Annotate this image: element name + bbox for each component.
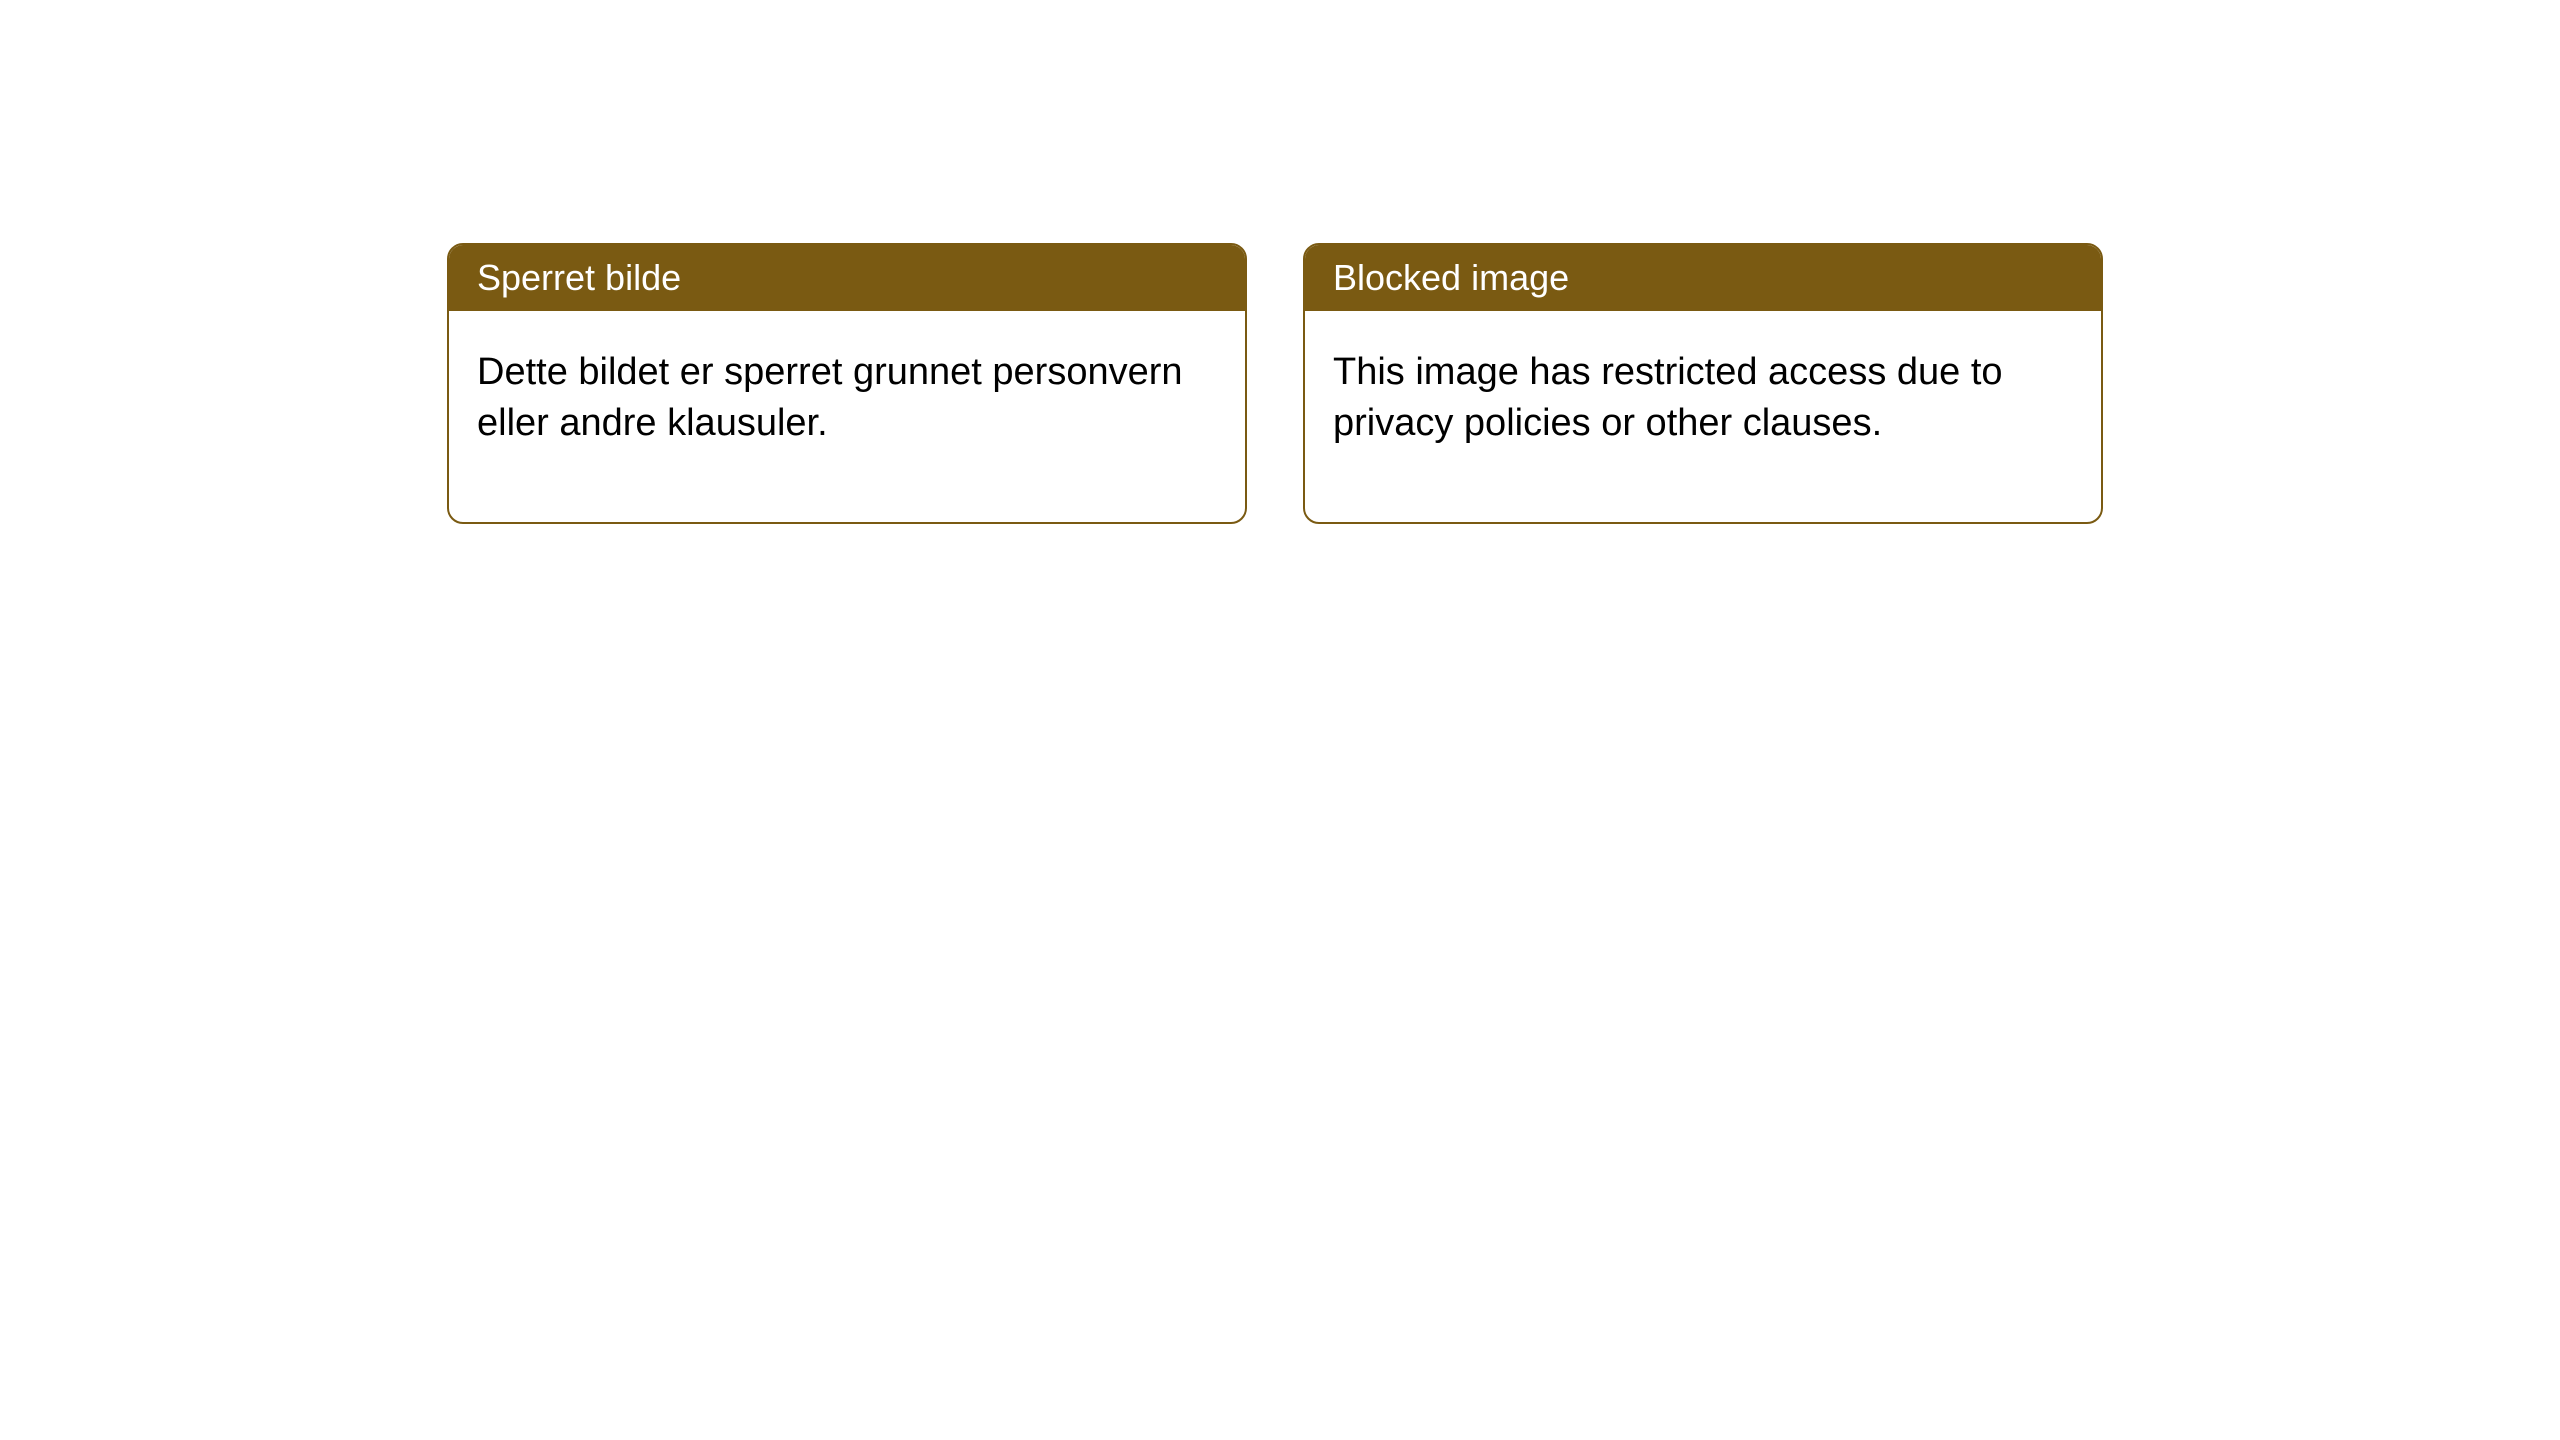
notice-header-norwegian: Sperret bilde (449, 245, 1245, 311)
notice-body-english: This image has restricted access due to … (1305, 311, 2101, 522)
notice-card-norwegian: Sperret bilde Dette bildet er sperret gr… (447, 243, 1247, 524)
notice-card-english: Blocked image This image has restricted … (1303, 243, 2103, 524)
notice-title-norwegian: Sperret bilde (477, 257, 681, 298)
notice-title-english: Blocked image (1333, 257, 1569, 298)
notice-body-norwegian: Dette bildet er sperret grunnet personve… (449, 311, 1245, 522)
notice-container: Sperret bilde Dette bildet er sperret gr… (447, 243, 2103, 524)
notice-message-english: This image has restricted access due to … (1333, 351, 2003, 444)
notice-header-english: Blocked image (1305, 245, 2101, 311)
notice-message-norwegian: Dette bildet er sperret grunnet personve… (477, 351, 1183, 444)
